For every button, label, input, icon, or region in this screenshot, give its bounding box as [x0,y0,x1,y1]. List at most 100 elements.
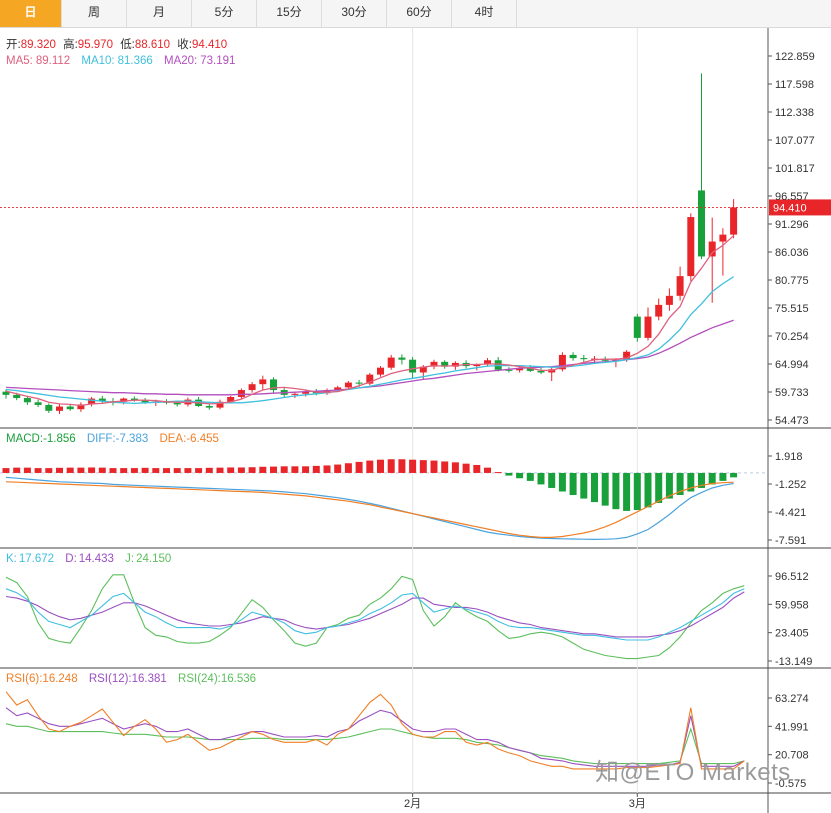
axis-tick-label: 122.859 [775,51,815,63]
candle-body [120,398,128,402]
last-price-label: 94.410 [773,202,807,214]
macd-bar [633,472,641,511]
macd-value: -1.856 [43,433,76,445]
axis-tick-label: 112.338 [775,107,814,119]
macd-bar [387,459,395,473]
high-label: 高: [63,37,78,51]
macd-bar [98,467,106,473]
rsi24-label: RSI(24): [178,673,221,685]
ma10-line [5,276,734,405]
axis-tick-label: 86.036 [775,247,809,259]
tab-5min[interactable]: 5分 [192,0,257,27]
candle-body [473,364,481,367]
diff-label: DIFF: [87,433,116,445]
candle-body [377,367,384,375]
rsi24-line [5,723,745,765]
candle-body [45,404,53,411]
macd-bar [77,467,85,473]
macd-bar [205,467,213,473]
stock-chart[interactable]: 开:89.320 高:95.970 低:88.610 收:94.410 MA5:… [0,28,831,813]
diff-value: -7.383 [116,433,149,445]
macd-bar [473,464,481,473]
open-value: 89.320 [21,39,56,51]
macd-bar [719,472,727,481]
candle-body [227,396,235,402]
candlestick-panel: 94.410 [0,73,831,415]
dea-line [5,481,734,538]
macd-bar [580,472,588,499]
macd-bar [227,467,235,473]
candle-body [526,368,534,371]
axis-tick-label: 91.296 [775,219,809,231]
tab-weekly[interactable]: 周 [62,0,127,27]
macd-bar [120,468,128,473]
macd-bar [130,468,138,473]
macd-bar [34,468,42,473]
macd-bar [280,466,288,473]
tab-daily[interactable]: 日 [0,0,62,27]
macd-bar [323,465,331,473]
macd-bar [505,472,513,476]
ma10-label: MA10: [81,55,114,67]
axis-tick-label: -0.575 [775,778,806,790]
close-value: 94.410 [192,39,227,51]
candle-body [66,406,74,410]
candle-body [334,387,342,391]
tab-60min[interactable]: 60分 [387,0,452,27]
axis-tick-label: 41.991 [775,721,809,733]
macd-bar [398,459,406,473]
d-label: D: [65,553,77,565]
macd-bar [184,468,192,473]
candle-body [730,207,738,235]
axis-tick-label: -1.252 [775,479,806,491]
macd-bar [730,472,738,478]
macd-bar [623,472,631,511]
candle-body [259,379,267,385]
candle-body [56,406,63,411]
candle-body [398,357,406,360]
macd-bar [355,461,363,473]
axis-tick-label: 54.473 [775,415,809,427]
k-value: 17.672 [19,553,54,565]
tab-30min[interactable]: 30分 [322,0,387,27]
macd-bar [537,472,545,485]
candle-body [569,354,577,359]
candle-body [655,304,663,317]
d-line [5,591,745,638]
candle-body [13,394,21,399]
candle-body [98,398,106,402]
rsi12-label: RSI(12): [89,673,132,685]
d-value: 14.433 [79,553,114,565]
macd-bar [23,467,31,473]
axis-tick-label: 117.598 [775,79,814,91]
macd-label: MACD: [6,433,43,445]
candle-body [719,234,727,242]
macd-bar [66,467,74,473]
diff-line [5,476,734,541]
axis-tick-label: 80.775 [775,275,809,287]
macd-bar [419,460,427,473]
tab-15min[interactable]: 15分 [257,0,322,27]
rsi-panel [5,691,745,770]
month-gridlines [412,28,638,793]
macd-bar [291,466,299,473]
axis-tick-label: 59.958 [775,599,809,611]
candle-body [580,358,588,360]
candle-body [505,369,513,371]
low-value: 88.610 [135,39,170,51]
k-line [5,588,745,641]
macd-bar [366,460,374,473]
kdj-info-row: K: 17.672 D: 14.433 J: 24.150 [6,553,171,565]
macd-bar [88,467,96,473]
candle-body [484,360,491,365]
last-price-tag [769,199,831,216]
macd-bar [173,468,181,473]
tab-4hour[interactable]: 4时 [452,0,517,27]
macd-bar [141,467,149,473]
j-value: 24.150 [136,553,171,565]
open-label: 开: [6,39,21,51]
macd-bar [2,468,10,473]
candle-body [77,404,85,410]
tab-monthly[interactable]: 月 [127,0,192,27]
candle-body [23,398,31,403]
